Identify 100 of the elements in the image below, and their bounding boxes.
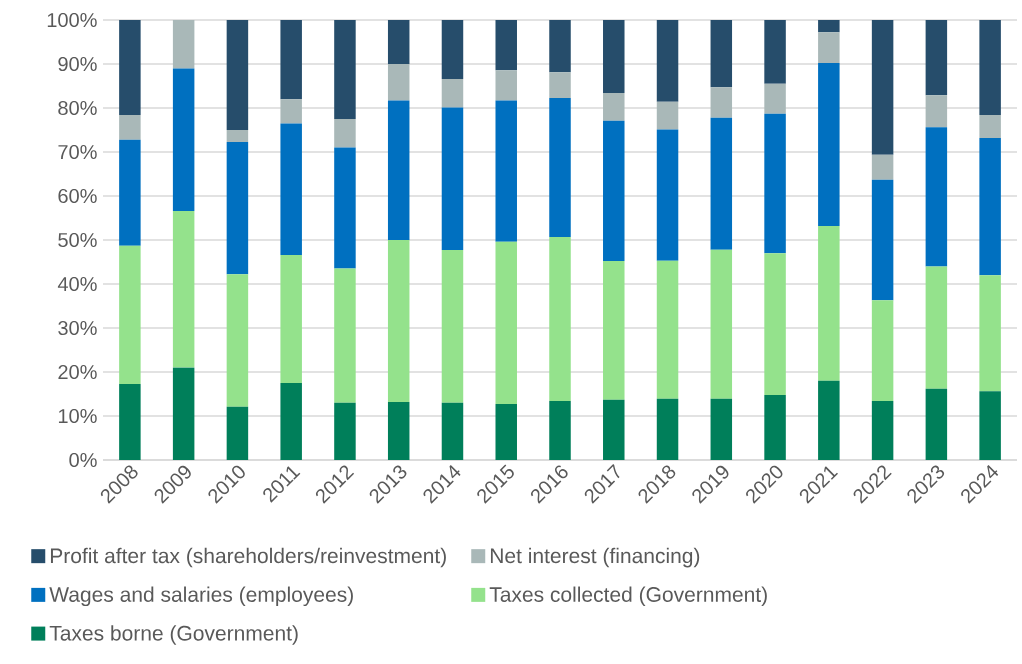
- legend-label: Profit after tax (shareholders/reinvestment): [50, 547, 446, 568]
- bar: [656, 260, 679, 399]
- bar: [280, 254, 302, 383]
- bar: [710, 87, 733, 118]
- bar: [979, 275, 1001, 392]
- bar: [387, 401, 410, 460]
- bar: [549, 401, 571, 460]
- bar: [871, 154, 894, 180]
- bar: [495, 241, 517, 405]
- bar: [549, 20, 571, 73]
- bar: [387, 64, 410, 101]
- bar: [441, 20, 464, 79]
- legend-label: Wages and salaries (employees): [49, 586, 353, 607]
- bar: [979, 391, 1001, 460]
- bar: [710, 398, 733, 460]
- bar: [818, 63, 840, 226]
- bar: [495, 20, 517, 71]
- legend-label: Taxes borne (Government): [49, 625, 298, 645]
- bar: [119, 139, 141, 246]
- bar: [818, 380, 840, 460]
- bar: [764, 113, 786, 254]
- bar: [280, 123, 302, 255]
- bar: [818, 32, 840, 64]
- y-tick-label: 40%: [57, 276, 97, 292]
- y-tick-label: 100%: [47, 12, 97, 28]
- bar: [226, 274, 249, 407]
- bar: [603, 93, 625, 121]
- bar: [925, 388, 948, 460]
- bar: [226, 20, 249, 130]
- bar: [764, 20, 786, 84]
- bar: [334, 119, 356, 148]
- bar: [441, 78, 464, 108]
- bar: [925, 127, 948, 267]
- bar: [656, 129, 679, 261]
- bar: [334, 20, 356, 119]
- bar: [441, 402, 464, 460]
- bar: [925, 266, 948, 389]
- bar: [871, 20, 894, 155]
- bar: [280, 383, 302, 460]
- bar: [818, 225, 840, 381]
- y-tick-label: 30%: [58, 320, 97, 336]
- bar: [119, 245, 141, 384]
- bar: [495, 404, 517, 460]
- bar: [495, 100, 517, 242]
- bar: [280, 99, 302, 124]
- bar: [549, 97, 571, 237]
- bar: [172, 367, 195, 460]
- bar: [441, 107, 464, 251]
- y-tick-label: 10%: [58, 408, 97, 424]
- bar: [334, 402, 356, 460]
- bar: [656, 101, 679, 130]
- bar: [172, 210, 195, 368]
- bar: [710, 117, 733, 250]
- legend-label: Net interest (financing): [490, 547, 700, 568]
- bar: [441, 250, 464, 403]
- y-tick-label: 90%: [58, 56, 97, 72]
- bar: [119, 115, 141, 140]
- bar: [710, 20, 733, 88]
- bar: [172, 20, 195, 69]
- bar: [226, 406, 249, 460]
- y-tick-label: 50%: [58, 232, 97, 248]
- bar: [603, 261, 625, 400]
- bar: [387, 240, 410, 402]
- bar: [334, 147, 356, 269]
- legend-label: Taxes collected (Government): [489, 586, 767, 607]
- bar: [387, 100, 410, 240]
- bar: [979, 20, 1001, 116]
- bar: [119, 383, 141, 460]
- y-tick-label: 60%: [58, 188, 97, 204]
- bar: [280, 20, 302, 100]
- bar: [925, 20, 948, 96]
- bar: [764, 394, 786, 460]
- bar: [871, 179, 894, 301]
- y-tick-label: 80%: [58, 100, 97, 116]
- bar: [549, 236, 571, 402]
- y-tick-label: 70%: [58, 144, 97, 160]
- bar: [925, 95, 948, 128]
- bar: [656, 20, 679, 102]
- y-tick-label: 0%: [69, 452, 97, 468]
- bar: [710, 249, 733, 399]
- bar: [979, 137, 1001, 276]
- bar: [119, 20, 141, 116]
- bar: [603, 20, 625, 94]
- bar: [871, 300, 894, 402]
- bar: [603, 120, 625, 262]
- bar: [871, 401, 894, 460]
- bar: [172, 68, 195, 211]
- bar: [387, 20, 410, 64]
- bar: [818, 20, 840, 33]
- bar: [226, 130, 249, 142]
- bar: [334, 268, 356, 403]
- y-tick-label: 20%: [58, 364, 97, 380]
- bar: [764, 83, 786, 114]
- bar: [226, 141, 249, 275]
- bar: [603, 399, 625, 460]
- bar: [656, 398, 679, 460]
- bar: [764, 253, 786, 395]
- bar: [549, 72, 571, 98]
- bar: [495, 70, 517, 101]
- bar: [979, 115, 1001, 138]
